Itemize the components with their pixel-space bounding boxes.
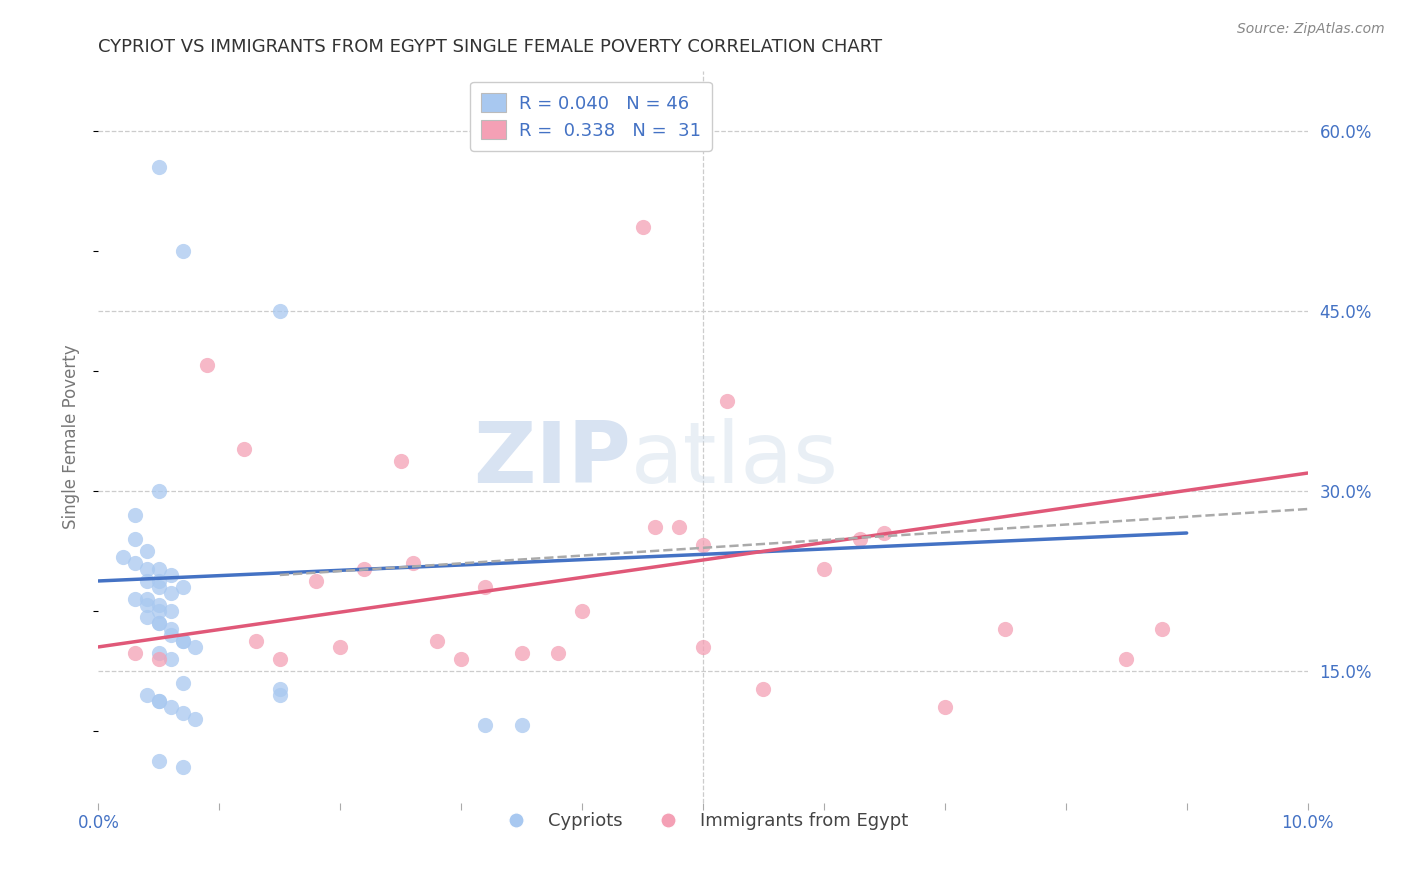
Point xyxy=(172,676,194,690)
Point xyxy=(172,244,194,259)
Point xyxy=(389,454,412,468)
Point xyxy=(934,699,956,714)
Point xyxy=(135,598,157,612)
Point xyxy=(148,694,170,708)
Point xyxy=(135,562,157,576)
Point xyxy=(474,580,496,594)
Point xyxy=(111,549,134,564)
Legend: Cypriots, Immigrants from Egypt: Cypriots, Immigrants from Egypt xyxy=(491,805,915,838)
Point xyxy=(172,706,194,720)
Point xyxy=(813,562,835,576)
Point xyxy=(269,304,291,318)
Point xyxy=(668,520,690,534)
Point xyxy=(269,688,291,702)
Point xyxy=(172,580,194,594)
Point xyxy=(873,526,896,541)
Point xyxy=(752,681,775,696)
Y-axis label: Single Female Poverty: Single Female Poverty xyxy=(62,345,80,529)
Point xyxy=(160,586,183,600)
Point xyxy=(135,574,157,588)
Point xyxy=(148,483,170,498)
Point xyxy=(1115,652,1137,666)
Point xyxy=(547,646,569,660)
Point xyxy=(148,615,170,630)
Point xyxy=(195,358,218,372)
Point xyxy=(124,508,146,522)
Point xyxy=(269,652,291,666)
Point xyxy=(148,754,170,768)
Point xyxy=(172,634,194,648)
Point xyxy=(994,622,1017,636)
Point xyxy=(692,538,714,552)
Point xyxy=(510,646,533,660)
Point xyxy=(135,688,157,702)
Point xyxy=(184,640,207,654)
Point xyxy=(124,646,146,660)
Point xyxy=(426,634,449,648)
Point xyxy=(160,628,183,642)
Point xyxy=(148,580,170,594)
Point xyxy=(329,640,352,654)
Point xyxy=(148,161,170,175)
Point xyxy=(135,591,157,606)
Point xyxy=(148,604,170,618)
Point xyxy=(124,591,146,606)
Point xyxy=(510,718,533,732)
Point xyxy=(184,712,207,726)
Text: ZIP: ZIP xyxy=(472,417,630,500)
Point xyxy=(644,520,666,534)
Text: atlas: atlas xyxy=(630,417,838,500)
Point xyxy=(160,699,183,714)
Point xyxy=(160,604,183,618)
Point xyxy=(135,610,157,624)
Point xyxy=(160,652,183,666)
Point xyxy=(124,532,146,546)
Point xyxy=(269,681,291,696)
Point xyxy=(1152,622,1174,636)
Point xyxy=(160,568,183,582)
Point xyxy=(124,556,146,570)
Text: Source: ZipAtlas.com: Source: ZipAtlas.com xyxy=(1237,22,1385,37)
Text: CYPRIOT VS IMMIGRANTS FROM EGYPT SINGLE FEMALE POVERTY CORRELATION CHART: CYPRIOT VS IMMIGRANTS FROM EGYPT SINGLE … xyxy=(98,38,883,56)
Point xyxy=(474,718,496,732)
Point xyxy=(148,646,170,660)
Point xyxy=(692,640,714,654)
Point xyxy=(450,652,472,666)
Point xyxy=(245,634,267,648)
Point xyxy=(402,556,425,570)
Point xyxy=(353,562,375,576)
Point xyxy=(148,615,170,630)
Point xyxy=(232,442,254,456)
Point xyxy=(148,562,170,576)
Point xyxy=(571,604,593,618)
Point xyxy=(148,694,170,708)
Point xyxy=(849,532,872,546)
Point xyxy=(135,544,157,558)
Point xyxy=(305,574,328,588)
Point xyxy=(172,760,194,774)
Point xyxy=(160,622,183,636)
Point xyxy=(631,220,654,235)
Point xyxy=(716,394,738,409)
Point xyxy=(172,634,194,648)
Point xyxy=(148,598,170,612)
Point xyxy=(148,652,170,666)
Point xyxy=(148,574,170,588)
